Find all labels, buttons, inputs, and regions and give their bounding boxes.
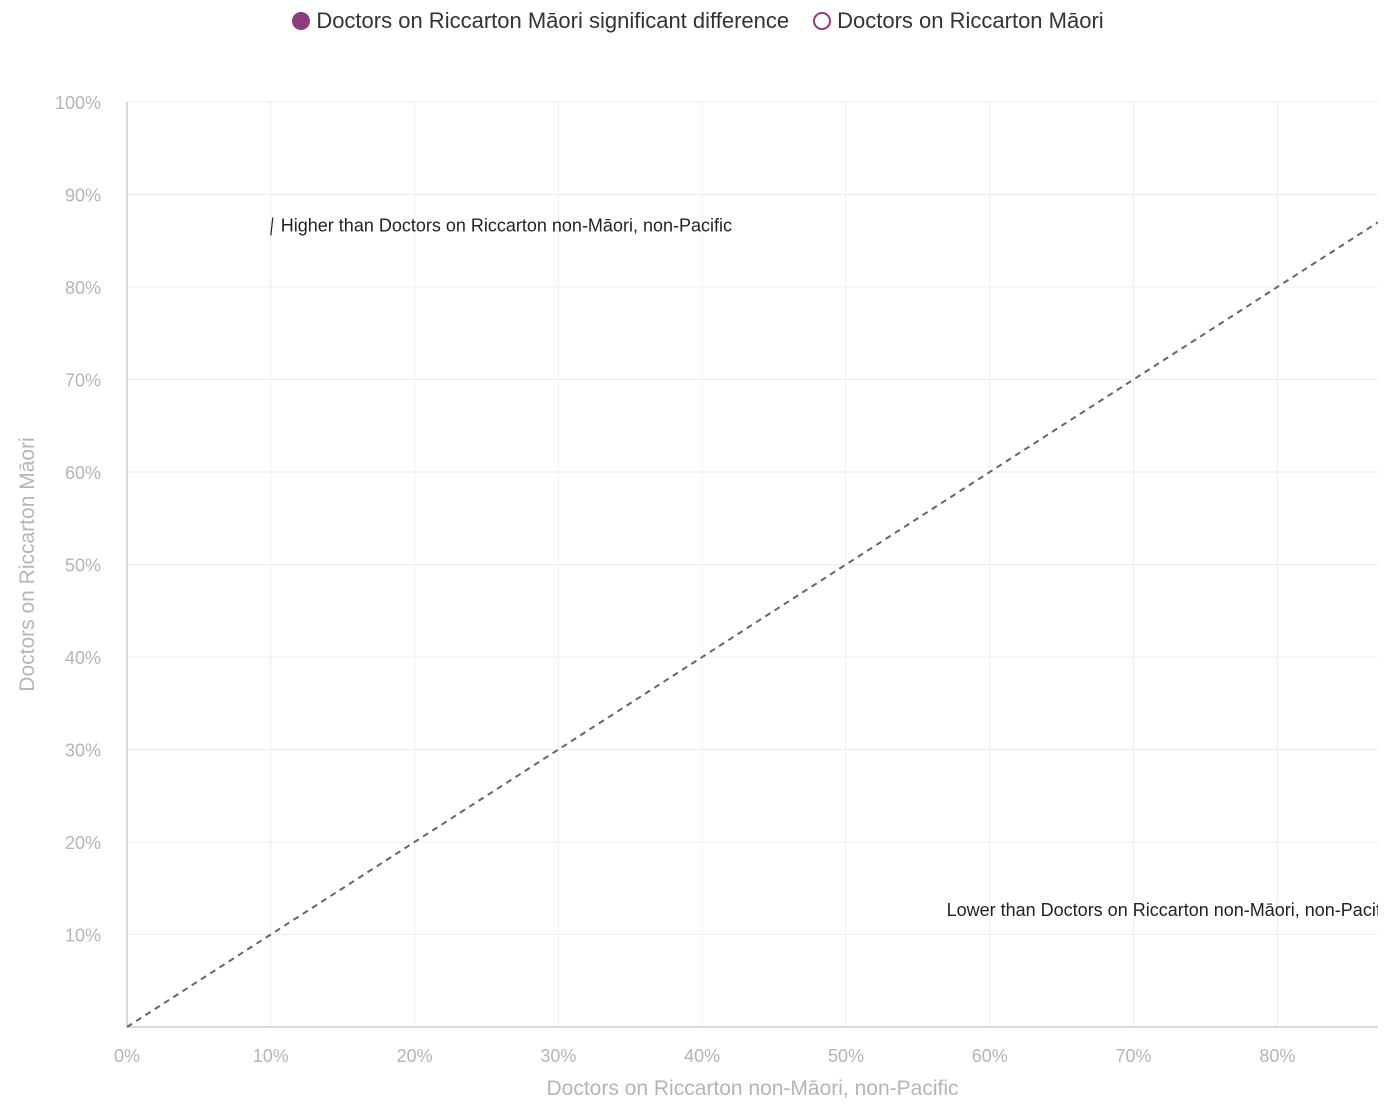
x-tick-label: 0%: [114, 1046, 140, 1066]
annotation-text: Higher than Doctors on Riccarton non-Māo…: [281, 216, 732, 236]
x-tick-label: 50%: [828, 1046, 864, 1066]
legend-item[interactable]: Doctors on Riccarton Māori: [813, 8, 1104, 34]
x-tick-label: 40%: [684, 1046, 720, 1066]
x-tick-label: 20%: [397, 1046, 433, 1066]
y-tick-label: 40%: [65, 648, 101, 668]
y-tick-label: 100%: [55, 93, 101, 113]
y-tick-label: 70%: [65, 371, 101, 391]
legend: Doctors on Riccarton Māori significant d…: [0, 8, 1396, 34]
y-tick-label: 80%: [65, 278, 101, 298]
x-axis-title: Doctors on Riccarton non-Māori, non-Paci…: [546, 1077, 958, 1100]
annotation-marker: [270, 217, 274, 236]
y-axis-title: Doctors on Riccarton Māori: [16, 437, 39, 691]
y-tick-label: 20%: [65, 833, 101, 853]
legend-label: Doctors on Riccarton Māori: [837, 8, 1104, 33]
annotation-text: Lower than Doctors on Riccarton non-Māor…: [947, 900, 1394, 920]
y-tick-label: 50%: [65, 556, 101, 576]
x-tick-label: 60%: [972, 1046, 1008, 1066]
x-tick-label: 70%: [1116, 1046, 1152, 1066]
y-tick-label: 10%: [65, 926, 101, 946]
x-tick-label: 30%: [540, 1046, 576, 1066]
legend-label: Doctors on Riccarton Māori significant d…: [316, 8, 790, 33]
reference-line: [127, 221, 1378, 1028]
y-tick-label: 60%: [65, 463, 101, 483]
hollow-circle-icon: [813, 12, 832, 30]
x-tick-label: 10%: [253, 1046, 289, 1066]
y-tick-label: 90%: [65, 186, 101, 206]
filled-circle-icon: [292, 12, 311, 30]
y-tick-label: 30%: [65, 741, 101, 761]
x-tick-label: 80%: [1259, 1046, 1295, 1066]
legend-item[interactable]: Doctors on Riccarton Māori significant d…: [292, 8, 789, 34]
